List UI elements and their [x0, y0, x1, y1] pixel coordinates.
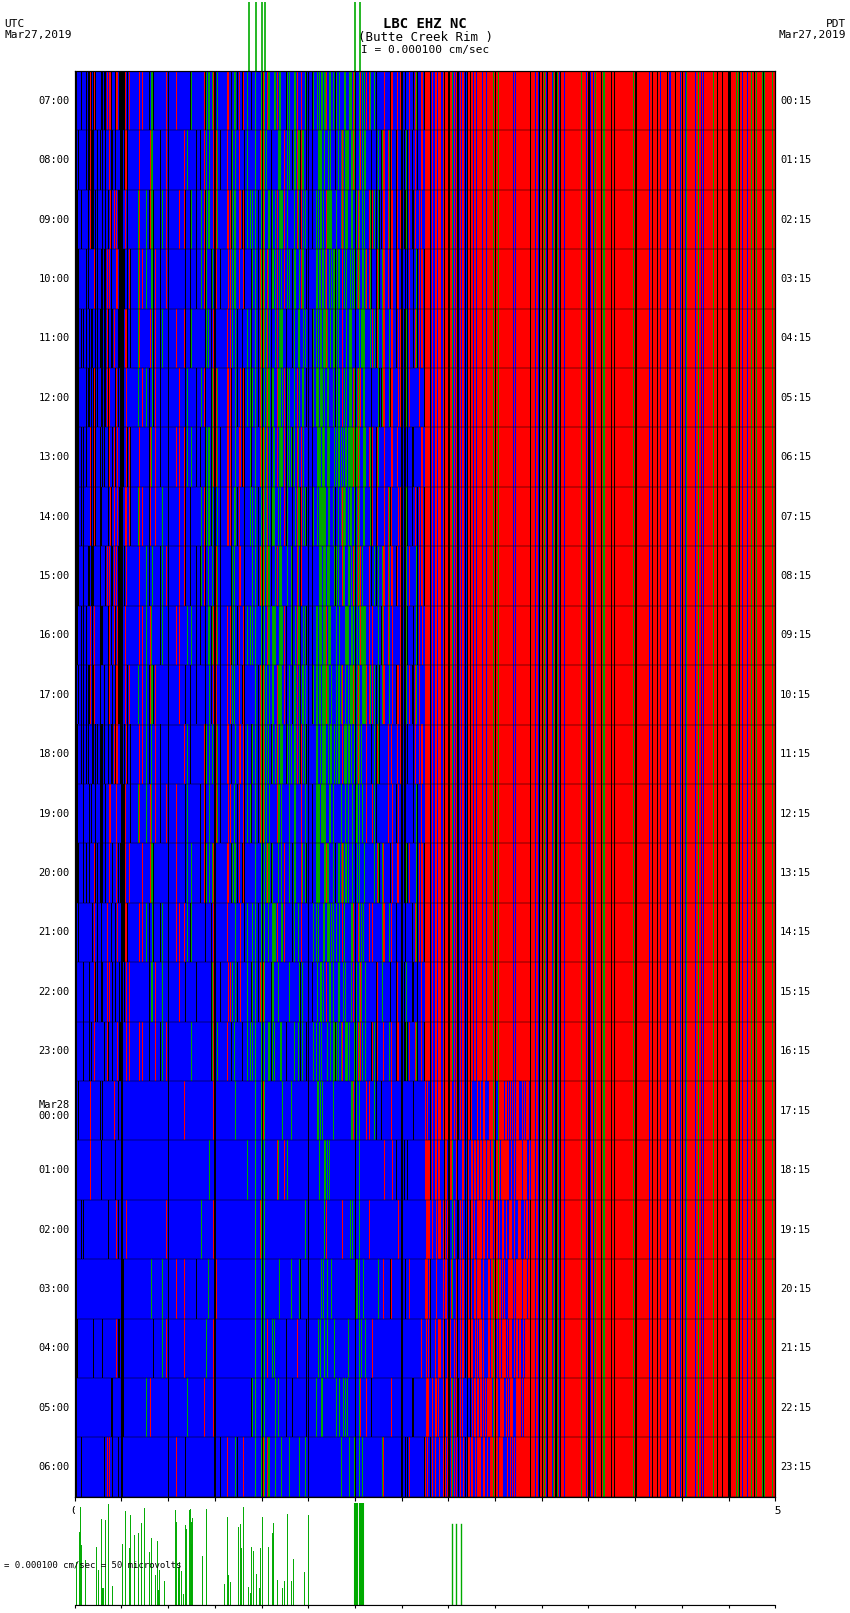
X-axis label: TIME (MINUTES): TIME (MINUTES)	[372, 1519, 478, 1532]
Text: UTC: UTC	[4, 19, 25, 29]
Text: I = 0.000100 cm/sec: I = 0.000100 cm/sec	[361, 45, 489, 55]
Text: (Butte Creek Rim ): (Butte Creek Rim )	[358, 31, 492, 44]
Text: LBC EHZ NC: LBC EHZ NC	[383, 18, 467, 31]
Text: Mar27,2019: Mar27,2019	[4, 31, 71, 40]
Text: = 0.000100 cm/sec = 50 microvolts: = 0.000100 cm/sec = 50 microvolts	[4, 1560, 182, 1569]
Text: PDT: PDT	[825, 19, 846, 29]
Text: Mar27,2019: Mar27,2019	[779, 31, 846, 40]
